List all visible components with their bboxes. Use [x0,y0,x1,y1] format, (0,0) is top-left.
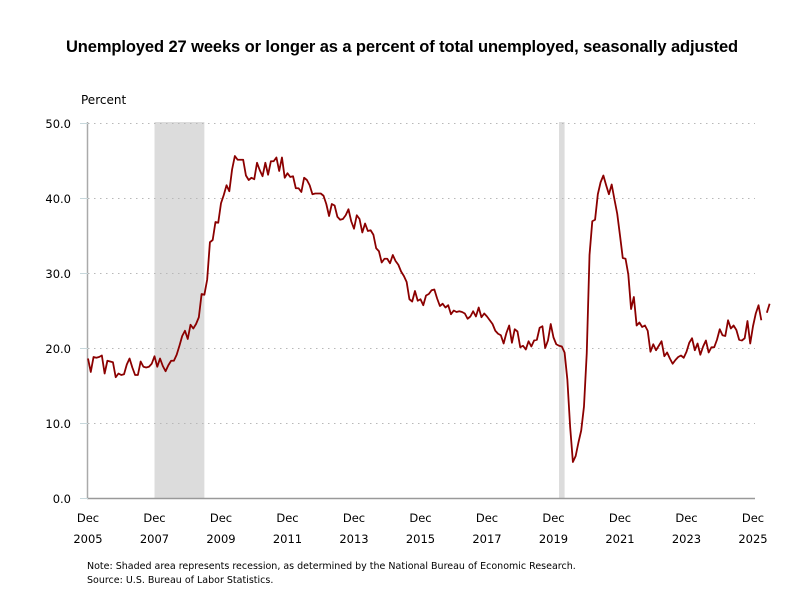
x-tick-month: Dec [77,511,99,525]
x-tick-year: 2013 [339,532,368,546]
x-tick-year: 2015 [406,532,435,546]
axes [86,122,755,500]
x-tick-month: Dec [742,511,764,525]
x-tick-year: 2011 [273,532,302,546]
x-tick-year: 2007 [140,532,169,546]
x-tick-year: 2017 [472,532,501,546]
recession-note: Note: Shaded area represents recession, … [87,561,576,572]
x-tick-year: 2021 [605,532,634,546]
series-line [87,155,763,463]
x-ticks: Dec 2005 Dec 2007 Dec 2009 Dec 2011 Dec 2013 Dec 20… [73,511,767,546]
y-ticks: 0.0 10.0 20.0 30.0 40.0 50.0 [45,117,88,506]
y-tick-label: 0.0 [53,492,71,506]
recession-band [154,122,205,498]
x-tick-month: Dec [675,511,697,525]
recession-bands [154,122,565,498]
source-note: Source: U.S. Bureau of Labor Statistics. [87,575,274,586]
x-tick-year: 2005 [73,532,102,546]
x-tick-month: Dec [542,511,564,525]
chart-title: Unemployed 27 weeks or longer as a perce… [65,38,739,56]
x-tick-month: Dec [210,511,232,525]
y-tick-label: 10.0 [45,417,71,431]
x-tick-month: Dec [476,511,498,525]
y-tick-label: 30.0 [45,267,71,281]
recession-band [559,122,565,498]
data-series [87,155,771,463]
x-tick-year: 2023 [672,532,701,546]
y-tick-label: 20.0 [45,342,71,356]
x-tick-month: Dec [609,511,631,525]
series-line [765,303,771,314]
x-tick-month: Dec [276,511,298,525]
y-axis-label: Percent [81,93,127,107]
x-tick-month: Dec [409,511,431,525]
x-tick-month: Dec [343,511,365,525]
x-tick-month: Dec [143,511,165,525]
x-tick-year: 2019 [539,532,568,546]
y-tick-label: 50.0 [45,117,71,131]
x-tick-year: 2025 [738,532,767,546]
x-tick-year: 2009 [206,532,235,546]
y-tick-label: 40.0 [45,192,71,206]
